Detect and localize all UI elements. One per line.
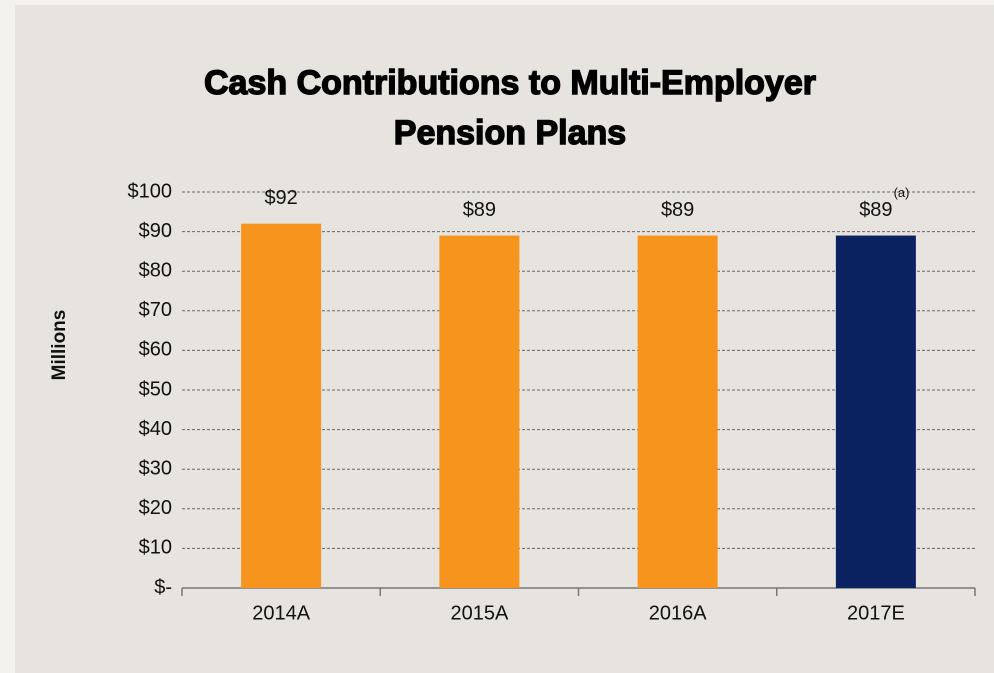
bar xyxy=(439,235,520,588)
bar xyxy=(637,235,718,588)
y-tick-label: $10 xyxy=(139,537,172,559)
annotation: (a) xyxy=(894,185,910,200)
value-label: $89 xyxy=(859,199,892,221)
y-tick-label: $100 xyxy=(128,180,173,202)
y-tick-label: $90 xyxy=(139,220,172,242)
y-tick-label: $30 xyxy=(139,457,172,479)
x-tick-label: 2014A xyxy=(252,602,310,624)
x-tick-label: 2017E xyxy=(847,602,905,624)
y-tick-label: $- xyxy=(154,576,172,598)
bar xyxy=(835,235,916,588)
x-tick-label: 2015A xyxy=(450,602,508,624)
y-tick-label: $40 xyxy=(139,418,172,440)
y-tick-label: $70 xyxy=(139,299,172,321)
value-label: $92 xyxy=(264,187,297,209)
chart-title: Cash Contributions to Multi-Employer Pen… xyxy=(203,63,816,152)
y-tick-label: $50 xyxy=(139,378,172,400)
x-tick-label: 2016A xyxy=(649,602,707,624)
value-label: $89 xyxy=(463,199,496,221)
y-tick-label: $60 xyxy=(139,339,172,361)
value-label: $89 xyxy=(661,199,694,221)
bar xyxy=(241,223,322,588)
y-tick-label: $20 xyxy=(139,497,172,519)
y-axis-label: Millions xyxy=(49,310,70,381)
y-tick-label: $80 xyxy=(139,259,172,281)
